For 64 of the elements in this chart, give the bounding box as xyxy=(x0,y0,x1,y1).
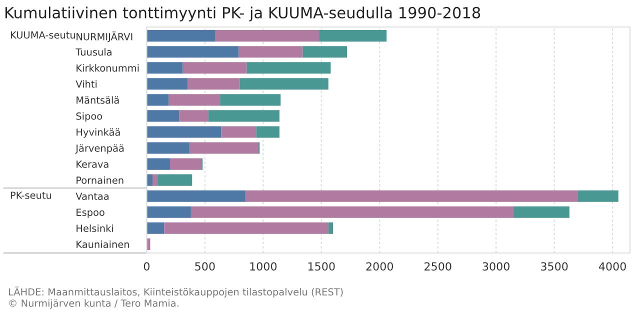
y-tick-label: Vantaa xyxy=(76,192,109,200)
bar xyxy=(170,158,202,170)
bar xyxy=(146,158,170,170)
bar xyxy=(146,206,191,218)
bar xyxy=(152,174,158,186)
y-tick-label: Helsinki xyxy=(76,224,113,232)
bar xyxy=(146,222,164,234)
bar xyxy=(220,94,281,106)
x-tick-label: 1000 xyxy=(250,262,277,271)
bar xyxy=(328,222,334,234)
bar xyxy=(146,126,222,138)
x-tick-label: 4000 xyxy=(598,262,626,271)
bar xyxy=(246,190,578,202)
bar xyxy=(240,78,328,90)
x-tick-label: 500 xyxy=(195,262,215,271)
y-tick-label: Kerava xyxy=(76,160,108,168)
bar xyxy=(190,142,258,154)
bar xyxy=(164,222,328,234)
bar xyxy=(168,94,220,106)
bar xyxy=(187,78,240,90)
x-tick-label: 0 xyxy=(144,262,150,271)
y-tick-label: Kirkkonummi xyxy=(76,64,139,72)
y-tick-label: NURMIJÄRVI xyxy=(76,31,132,42)
bar xyxy=(146,142,190,154)
text: PK-seutu xyxy=(10,192,52,199)
bar xyxy=(215,30,320,42)
bar xyxy=(246,62,331,74)
chart-title: Kumulatiivinen tonttimyynti PK- ja KUUMA-seudulla 1990-2018 xyxy=(6,6,480,22)
bar xyxy=(190,206,514,218)
bar xyxy=(514,206,570,218)
bar xyxy=(146,46,239,58)
bar xyxy=(578,190,618,202)
bar xyxy=(319,30,387,42)
y-tick-label: Pornainen xyxy=(76,176,124,184)
bar xyxy=(146,190,246,202)
bar xyxy=(146,94,169,106)
text: KUUMA-seutu xyxy=(10,31,75,39)
x-tick-label: 3000 xyxy=(482,262,510,271)
x-tick-label: 2500 xyxy=(424,262,452,271)
bar xyxy=(179,110,208,122)
y-tick-label: Espoo xyxy=(76,208,104,218)
bar xyxy=(146,78,188,90)
bar xyxy=(256,126,280,138)
bar xyxy=(302,46,348,58)
text: © Nurmijärven kunta / Tero Mamia. xyxy=(9,299,178,309)
bar xyxy=(238,46,303,58)
x-tick-label: 1500 xyxy=(308,262,335,271)
bar xyxy=(146,62,183,74)
x-tick-label: 3500 xyxy=(541,262,568,271)
bar xyxy=(208,110,280,122)
y-tick-label: Vihti xyxy=(76,80,97,88)
y-tick-label: Kauniainen xyxy=(76,240,129,248)
bar xyxy=(221,126,256,138)
bar xyxy=(146,30,216,42)
y-tick-label: Järvenpää xyxy=(75,144,124,154)
y-tick-label: Mäntsälä xyxy=(76,96,119,104)
y-tick-label: Sipoo xyxy=(76,112,102,122)
y-tick-label: Tuusula xyxy=(76,48,112,56)
bar xyxy=(146,110,180,122)
bar xyxy=(182,62,247,74)
x-tick-label: 2000 xyxy=(366,262,394,271)
bar xyxy=(157,174,192,186)
text: LÄHDE: Maanmittauslaitos, Kiinteistökauppojen tilastopalvelu (REST) xyxy=(8,286,343,298)
y-tick-label: Hyvinkää xyxy=(76,128,120,138)
